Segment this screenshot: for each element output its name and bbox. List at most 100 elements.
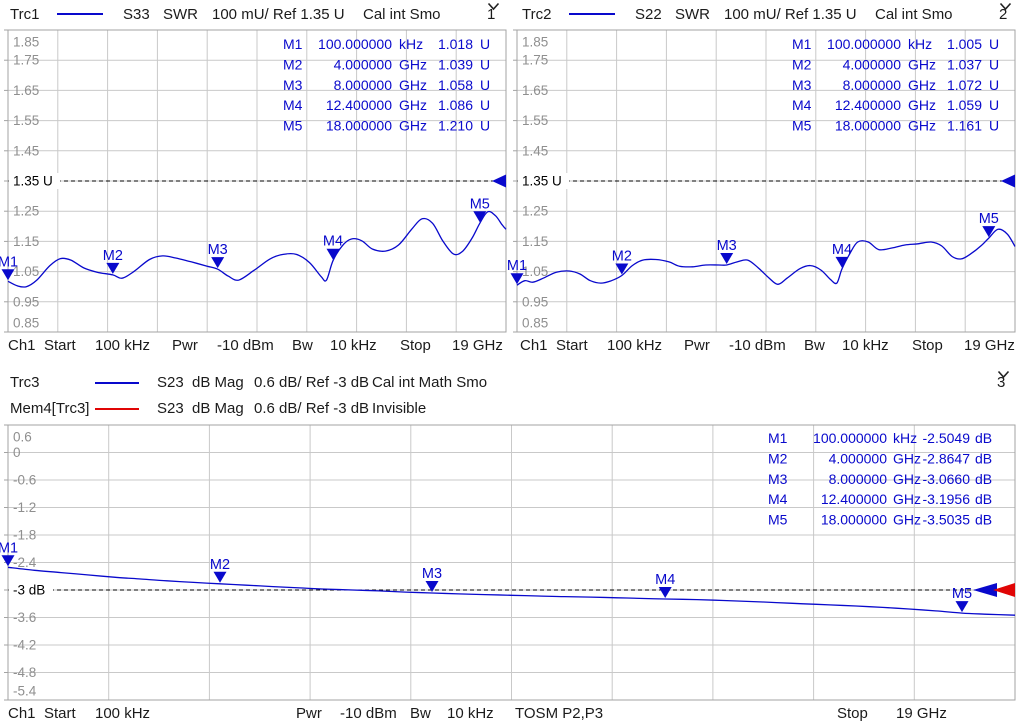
marker-readout-m3: 1.058 — [438, 77, 473, 93]
power-value[interactable]: -10 dBm — [729, 337, 786, 354]
measurement-parameter[interactable]: S23 — [157, 400, 184, 417]
trace-format[interactable]: dB Mag — [192, 400, 244, 417]
power-value[interactable]: -10 dBm — [217, 337, 274, 354]
y-tick-label: -4.2 — [13, 638, 36, 653]
channel-label[interactable]: Ch1 — [8, 337, 36, 354]
ref-level-arrow-trace[interactable] — [1001, 174, 1015, 188]
channel-number: 2 — [999, 6, 1008, 23]
trace-label[interactable]: Trc3 — [10, 374, 40, 391]
y-tick-label: 1.15 — [13, 234, 39, 249]
cal-status[interactable]: TOSM P2,P3 — [515, 705, 604, 722]
measurement-parameter[interactable]: S22 — [635, 6, 662, 23]
y-tick-label: -2.4 — [13, 555, 37, 570]
bandwidth-value[interactable]: 10 kHz — [842, 337, 889, 354]
channel-label[interactable]: Ch1 — [8, 705, 36, 722]
ref-label-backing — [518, 173, 570, 189]
channel-label[interactable]: Ch1 — [520, 337, 548, 354]
channel-selector[interactable]: 2 — [999, 0, 1012, 23]
power-label: Pwr — [172, 337, 198, 354]
trace-format[interactable]: dB Mag — [192, 374, 244, 391]
channel-number: 3 — [997, 374, 1006, 391]
y-tick-label: 1.15 — [522, 234, 548, 249]
marker-m4[interactable] — [835, 256, 849, 268]
marker-m3[interactable] — [211, 257, 225, 269]
marker-label-m3: M3 — [717, 238, 737, 254]
marker-readout-m5: 1.161 — [947, 118, 982, 134]
trace-status-flags: Cal int Smo — [363, 6, 441, 23]
trace-label[interactable]: Mem4[Trc3] — [10, 400, 90, 417]
measurement-parameter[interactable]: S23 — [157, 374, 184, 391]
y-tick-label: -1.8 — [13, 528, 36, 543]
marker-readout-m5: dB — [975, 512, 992, 528]
scale-ref-setting[interactable]: 100 mU/ Ref 1.35 U — [724, 6, 857, 23]
marker-readout-m3: M3 — [792, 77, 812, 93]
marker-label-m2: M2 — [612, 249, 632, 265]
trace-status-flags: Cal int Math Smo — [372, 374, 488, 391]
stop-label: Stop — [912, 337, 943, 354]
marker-readout-m5: M5 — [792, 118, 812, 134]
marker-m5[interactable] — [955, 601, 969, 613]
marker-m3[interactable] — [720, 252, 734, 264]
marker-m3[interactable] — [425, 581, 439, 593]
measurement-parameter[interactable]: S33 — [123, 6, 150, 23]
marker-readout-m3: GHz — [908, 77, 936, 93]
bandwidth-value[interactable]: 10 kHz — [447, 705, 494, 722]
scale-ref-setting[interactable]: 0.6 dB/ Ref -3 dB — [254, 400, 370, 417]
marker-readout-m2: GHz — [893, 450, 921, 466]
chevron-down-icon — [997, 370, 1010, 379]
bandwidth-label: Bw — [804, 337, 825, 354]
marker-readout-m1: dB — [975, 430, 992, 446]
stop-frequency[interactable]: 19 GHz — [452, 337, 503, 354]
trace-label[interactable]: Trc2 — [522, 6, 552, 23]
marker-readout-m5: 18.000000 — [821, 512, 887, 528]
marker-m5[interactable] — [473, 211, 487, 223]
marker-readout-m2: dB — [975, 450, 992, 466]
marker-m4[interactable] — [326, 248, 340, 260]
marker-readout-m2: M2 — [283, 56, 303, 72]
marker-label-m3: M3 — [208, 242, 228, 258]
marker-m1[interactable] — [1, 269, 15, 281]
marker-m2[interactable] — [615, 263, 629, 275]
start-frequency[interactable]: 100 kHz — [607, 337, 663, 354]
marker-readout-m1: 100.000000 — [318, 36, 392, 52]
scale-ref-setting[interactable]: 100 mU/ Ref 1.35 U — [212, 6, 345, 23]
marker-readout-m5: GHz — [908, 118, 936, 134]
marker-readout-m3: -3.0660 — [923, 471, 971, 487]
trace-curve-trc3-s23-db-mag[interactable] — [7, 566, 1016, 616]
start-frequency[interactable]: 100 kHz — [95, 705, 151, 722]
marker-readout-m1: 100.000000 — [827, 36, 901, 52]
marker-label-m5: M5 — [952, 586, 972, 602]
trace-curve-trc1-s33-swr[interactable] — [7, 210, 507, 288]
y-tick-label: 1.85 — [522, 35, 548, 50]
channel-selector[interactable]: 1 — [487, 0, 500, 23]
marker-m1[interactable] — [1, 555, 15, 567]
marker-readout-m2: 4.000000 — [334, 56, 393, 72]
trace-format[interactable]: SWR — [675, 6, 710, 23]
trace-format[interactable]: SWR — [163, 6, 198, 23]
power-value[interactable]: -10 dBm — [340, 705, 397, 722]
marker-readout-m2: GHz — [399, 56, 427, 72]
ref-level-arrow-memory[interactable] — [993, 583, 1015, 597]
marker-readout-m2: -2.8647 — [923, 450, 971, 466]
stop-frequency[interactable]: 19 GHz — [896, 705, 947, 722]
stop-frequency[interactable]: 19 GHz — [964, 337, 1015, 354]
y-tick-label: -5.4 — [13, 684, 37, 699]
marker-m2[interactable] — [106, 262, 120, 274]
trace-label[interactable]: Trc1 — [10, 6, 40, 23]
marker-m5[interactable] — [982, 226, 996, 238]
marker-m1[interactable] — [510, 273, 524, 285]
marker-label-m1: M1 — [0, 254, 18, 270]
scale-ref-setting[interactable]: 0.6 dB/ Ref -3 dB — [254, 374, 370, 391]
marker-m2[interactable] — [213, 571, 227, 583]
marker-label-m4: M4 — [323, 234, 343, 250]
trace-curve-trc2-s22-swr[interactable] — [516, 228, 1016, 286]
ref-level-arrow-trace[interactable] — [973, 583, 997, 597]
channel-selector[interactable]: 3 — [997, 370, 1010, 391]
bandwidth-value[interactable]: 10 kHz — [330, 337, 377, 354]
start-label: Start — [44, 705, 76, 722]
start-frequency[interactable]: 100 kHz — [95, 337, 151, 354]
ref-level-arrow-trace[interactable] — [492, 174, 506, 188]
marker-m4[interactable] — [658, 586, 672, 598]
marker-label-m1: M1 — [0, 540, 18, 556]
y-tick-label: 0.95 — [13, 294, 39, 309]
